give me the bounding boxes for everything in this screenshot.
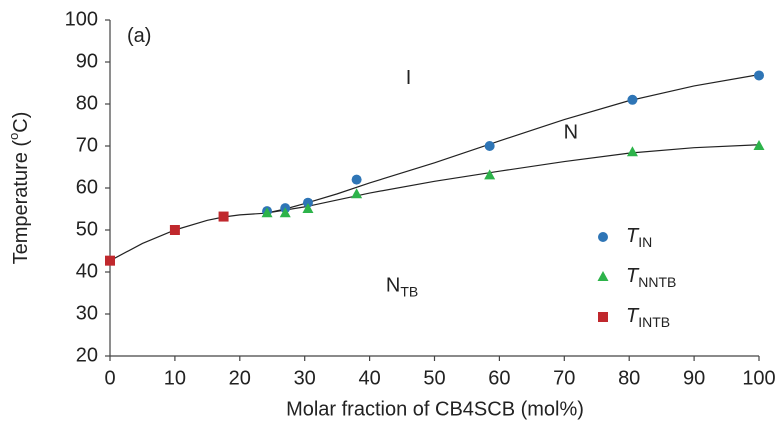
legend-marker [597, 271, 609, 281]
x-tick-label: 30 [294, 367, 316, 389]
y-tick-label: 70 [76, 134, 98, 156]
point [753, 140, 765, 150]
fit-curve [265, 74, 760, 214]
point [351, 188, 363, 199]
y-tick-label: 20 [76, 344, 98, 366]
x-tick-label: 20 [229, 367, 251, 389]
y-label-part: C) [10, 112, 32, 133]
point [261, 207, 273, 218]
y-tick-label: 30 [76, 302, 98, 324]
annotation-subscript: TB [400, 283, 418, 299]
legend-marker [598, 312, 608, 322]
legend-subscript: INTB [638, 314, 670, 330]
y-tick-label: 50 [76, 218, 98, 240]
annotation-text: N [564, 122, 578, 144]
point [218, 211, 229, 222]
y-tick-label: 100 [65, 8, 98, 30]
point [105, 255, 115, 266]
annotation: N [564, 122, 578, 144]
x-tick-label: 60 [488, 367, 510, 389]
y-tick-label: 90 [76, 50, 98, 72]
legend-symbol: T [626, 265, 640, 287]
y-axis-label: Temperature (oC) [6, 112, 32, 265]
point [484, 169, 496, 180]
y-tick-label: 40 [76, 260, 98, 282]
y-label-part: o [6, 133, 21, 140]
x-tick-label: 80 [618, 367, 640, 389]
x-tick-label: 0 [104, 367, 115, 389]
x-axis-label: Molar fraction of CB4SCB (mol%) [286, 398, 584, 420]
x-tick-label: 100 [742, 367, 775, 389]
point [169, 225, 180, 235]
annotation-text: N [386, 275, 400, 297]
legend-marker [598, 232, 608, 242]
legend-label: TNNTB [626, 265, 676, 289]
x-tick-label: 70 [553, 367, 575, 389]
legend-symbol: T [626, 225, 640, 247]
annotation-text: (a) [127, 25, 151, 47]
x-tick-label: 90 [683, 367, 705, 389]
annotation: I [406, 67, 412, 89]
x-tick-label: 40 [358, 367, 380, 389]
fit-curve [109, 144, 760, 262]
legend-subscript: NNTB [638, 274, 676, 290]
legend-symbol: T [626, 305, 640, 327]
legend-label: TIN [626, 225, 652, 249]
y-tick-label: 80 [76, 92, 98, 114]
y-label-part: Temperature ( [10, 140, 32, 265]
point [302, 197, 313, 208]
point [279, 207, 291, 218]
annotation: (a) [127, 25, 151, 47]
point [302, 203, 314, 213]
point [484, 141, 495, 151]
x-tick-label: 50 [423, 367, 445, 389]
annotation-text: I [406, 67, 412, 89]
point [351, 174, 362, 185]
y-tick-label: 60 [76, 176, 98, 198]
point [627, 94, 638, 105]
legend-label: TINTB [626, 305, 670, 329]
x-tick-label: 10 [164, 367, 186, 389]
annotation: NTB [386, 275, 418, 299]
legend-subscript: IN [638, 234, 652, 250]
point [754, 70, 764, 81]
point [626, 146, 638, 157]
